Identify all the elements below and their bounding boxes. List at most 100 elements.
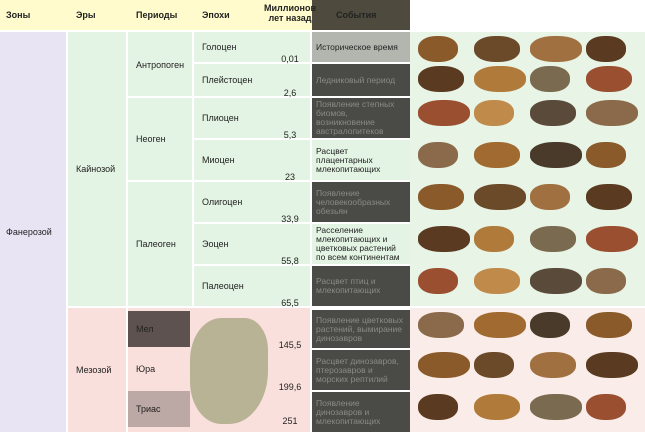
animal-image (586, 312, 632, 338)
boundary-age: 55,8 (281, 256, 299, 266)
event-label: Появление цветковых растений, вымирание … (316, 314, 404, 343)
boundary-age: 23 (284, 172, 295, 182)
epoch-cell: Плейстоцен (194, 64, 266, 96)
epoch-label: Олигоцен (202, 197, 243, 207)
event-label: Расселение млекопитающих и цветковых рас… (316, 225, 400, 262)
boundary-age: 65,5 (281, 298, 299, 308)
period-label: Палеоген (136, 239, 176, 249)
animal-image (418, 352, 470, 378)
event-box: Появление цветковых растений, вымирание … (312, 310, 410, 348)
animal-image (418, 312, 464, 338)
epoch-cell: Эоцен (194, 224, 266, 264)
animal-image (474, 352, 514, 378)
boundary-age: 5,3 (283, 130, 297, 140)
table-header (0, 0, 312, 30)
event-box: Историческое время (312, 32, 410, 62)
era-cenozoic: Кайнозой (68, 32, 126, 306)
period-paleogene: Палеоген (136, 182, 176, 306)
period-label: Юра (136, 364, 156, 374)
event-box: Появление степных биомов, возникновение … (312, 98, 410, 138)
epoch-label: Миоцен (202, 155, 235, 165)
era-label: Кайнозой (76, 164, 116, 174)
animal-image (474, 142, 520, 168)
epoch-label: Голоцен (202, 42, 237, 52)
era-label: Мезозой (76, 365, 112, 375)
animal-image (530, 226, 576, 252)
animal-image (474, 184, 526, 210)
boundary-age: 251 (282, 416, 298, 426)
event-label: Историческое время (316, 41, 398, 52)
epoch-cell: Плиоцен (194, 98, 266, 138)
header-mya: Миллионов лет назад (264, 3, 316, 23)
zone-cell: Фанерозой (0, 32, 66, 432)
header-periods: Периоды (136, 10, 178, 20)
period-label: Триас (136, 404, 161, 414)
boundary-age: 0,01 (281, 54, 299, 64)
animal-image (530, 184, 570, 210)
animal-image (418, 226, 470, 252)
animal-image (418, 394, 458, 420)
dinosaur-skull-image (190, 318, 268, 424)
epoch-label: Плиоцен (202, 113, 239, 123)
animal-image (586, 66, 632, 92)
animal-image (418, 66, 464, 92)
animal-image (530, 100, 576, 126)
header-events: События (336, 10, 377, 20)
animal-image (474, 268, 520, 294)
animal-image (418, 36, 458, 62)
animal-image (530, 36, 582, 62)
animal-image (418, 100, 470, 126)
animal-image (474, 100, 514, 126)
period-label: Мел (136, 324, 154, 334)
event-box: Ледниковый период (312, 64, 410, 96)
animal-image (586, 36, 626, 62)
boundary-age: 2,6 (283, 88, 297, 98)
animal-image (530, 66, 570, 92)
boundary-age: 145,5 (278, 340, 302, 350)
animal-image (586, 142, 626, 168)
period-neogene: Неоген (136, 98, 166, 180)
animal-image (530, 352, 576, 378)
event-label: Расцвет птиц и млекопитающих (316, 276, 381, 295)
animal-image (474, 394, 520, 420)
animal-image (474, 312, 526, 338)
animal-image (530, 268, 582, 294)
epoch-cell: Голоцен (194, 32, 266, 62)
event-label: Расцвет плацентарных млекопитающих (316, 145, 381, 174)
animal-image (418, 184, 464, 210)
event-label: Ледниковый период (316, 74, 396, 85)
period-label: Антропоген (136, 59, 185, 70)
epoch-cell: Олигоцен (194, 182, 266, 222)
era-mesozoic: Мезозой (68, 308, 126, 432)
event-box: Появление динозавров и млекопитающих (312, 392, 410, 432)
header-epochs: Эпохи (202, 10, 230, 20)
epoch-label: Эоцен (202, 239, 229, 249)
boundary-age: 33,9 (281, 214, 299, 224)
animal-image (586, 352, 638, 378)
animal-image (530, 142, 582, 168)
period-label: Неоген (136, 134, 166, 144)
animal-image (530, 312, 570, 338)
period-jurassic: Юра (128, 350, 190, 388)
epoch-cell: Палеоцен (194, 266, 266, 306)
event-box: Расселение млекопитающих и цветковых рас… (312, 224, 410, 264)
event-label: Расцвет динозавров, птерозавров и морски… (316, 355, 399, 384)
animal-image (418, 268, 458, 294)
animal-image (586, 100, 638, 126)
event-label: Появление степных биомов, возникновение … (316, 99, 395, 136)
animal-image (474, 36, 520, 62)
event-box: Расцвет плацентарных млекопитающих (312, 140, 410, 180)
animal-image (418, 142, 458, 168)
event-label: Появление человекообразных обезьян (316, 187, 391, 216)
period-triassic: Триас (128, 391, 190, 427)
event-box: Расцвет динозавров, птерозавров и морски… (312, 350, 410, 390)
header-eras: Эры (76, 10, 96, 20)
period-cretaceous: Мел (128, 311, 190, 347)
epoch-cell: Миоцен (194, 140, 266, 180)
animal-image (586, 268, 626, 294)
header-zones: Зоны (6, 10, 31, 20)
event-label: Появление динозавров и млекопитающих (316, 397, 381, 426)
boundary-age: 199,6 (278, 382, 302, 392)
animal-image (530, 394, 582, 420)
epoch-label: Плейстоцен (202, 75, 253, 85)
